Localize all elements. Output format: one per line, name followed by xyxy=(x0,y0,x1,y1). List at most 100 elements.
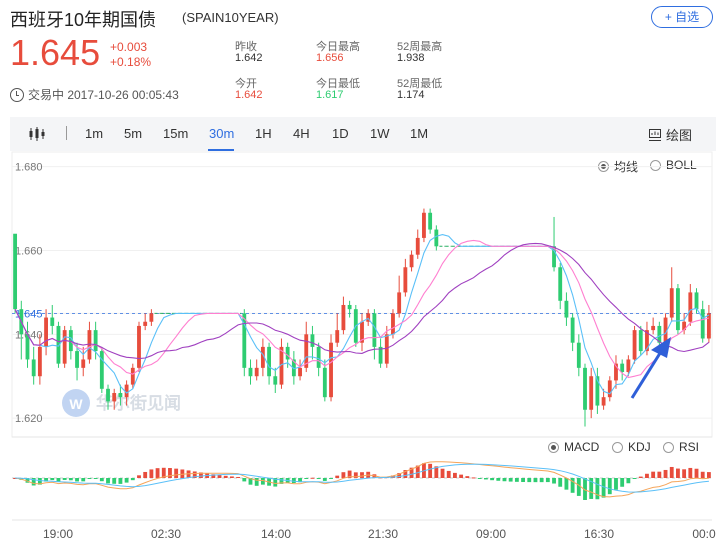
radio-off-icon xyxy=(650,159,661,171)
candle-body xyxy=(694,292,699,310)
macd-bar xyxy=(93,478,98,479)
tab-4h[interactable]: 4H xyxy=(293,126,310,141)
macd-bar xyxy=(490,478,495,481)
macd-bar xyxy=(453,472,457,478)
macd-bar xyxy=(137,475,141,478)
tab-1mo[interactable]: 1M xyxy=(410,126,429,141)
indicator-boll-option[interactable]: BOLL xyxy=(650,158,697,172)
candle-body xyxy=(589,376,594,410)
instrument-code: (SPAIN10YEAR) xyxy=(182,10,279,25)
radio-off-icon xyxy=(612,441,623,453)
stat-label: 今日最高 xyxy=(316,41,360,53)
macd-bar xyxy=(56,478,61,482)
macd-bar xyxy=(521,478,525,483)
macd-bar xyxy=(657,471,662,478)
active-tab-indicator xyxy=(208,149,234,151)
stat-label: 52周最低 xyxy=(397,78,443,90)
tab-1w[interactable]: 1W xyxy=(370,126,390,141)
drawing-board-icon xyxy=(649,128,661,141)
macd-bar xyxy=(471,477,476,479)
candle-body xyxy=(415,237,420,255)
candlestick-icon[interactable] xyxy=(28,126,46,142)
y-tick-label: 1.660 xyxy=(15,245,43,257)
candle-body xyxy=(614,363,618,381)
macd-bar xyxy=(217,475,222,478)
candle-body xyxy=(267,346,271,377)
candle-body xyxy=(242,313,247,368)
candle-body xyxy=(403,267,408,293)
candle-body xyxy=(607,380,612,398)
candle-body xyxy=(700,309,705,339)
macd-bar xyxy=(279,478,284,484)
x-tick-label: 16:30 xyxy=(584,527,614,541)
candle-body xyxy=(87,330,92,360)
tab-1h[interactable]: 1H xyxy=(255,126,272,141)
candle-body xyxy=(378,346,383,364)
clock-icon xyxy=(10,87,24,102)
x-tick-label: 14:00 xyxy=(261,527,291,541)
indicator-macd-label: MACD xyxy=(564,440,600,454)
macd-bar xyxy=(477,478,482,479)
add-watchlist-button[interactable]: + 自选 xyxy=(651,6,713,28)
x-axis-labels: 19:00 02:30 14:00 21:30 09:00 16:30 00:0 xyxy=(43,527,716,541)
indicator-rsi-option[interactable]: RSI xyxy=(663,440,699,454)
macd-bar xyxy=(44,478,48,482)
ma-mid-line xyxy=(14,239,710,379)
candle-body xyxy=(688,292,693,322)
candle-body xyxy=(347,304,352,310)
candle-body xyxy=(620,363,625,373)
candle-body xyxy=(663,317,668,343)
macd-bar xyxy=(483,478,488,480)
trading-status-text: 交易中 2017-10-26 00:05:43 xyxy=(28,88,179,102)
candle-body xyxy=(62,330,67,364)
draw-button[interactable]: 绘图 xyxy=(648,125,692,144)
draw-button-label: 绘图 xyxy=(666,128,693,143)
macd-bar xyxy=(397,473,402,478)
macd-bar xyxy=(428,463,433,478)
candle-body xyxy=(595,376,600,406)
tab-1d[interactable]: 1D xyxy=(332,126,349,141)
chart-grid xyxy=(11,151,713,521)
tab-5m[interactable]: 5m xyxy=(124,126,143,141)
macd-bar xyxy=(199,472,203,478)
tab-30m[interactable]: 30m xyxy=(209,126,235,141)
toolbar-divider xyxy=(66,126,67,140)
candle-body xyxy=(44,317,48,347)
macd-bar xyxy=(180,469,185,478)
candle-body xyxy=(25,334,30,360)
candle-body xyxy=(254,367,259,377)
indicator-boll-label: BOLL xyxy=(666,158,697,172)
current-price: 1.645 xyxy=(10,32,101,73)
macd-bar xyxy=(229,476,234,478)
macd-bar xyxy=(155,468,160,478)
chart-toolbar xyxy=(10,117,716,151)
candle-body xyxy=(31,359,36,377)
macd-bar xyxy=(558,478,563,487)
macd-bar xyxy=(335,475,340,478)
candle-body xyxy=(37,346,42,377)
candle-body xyxy=(706,313,711,339)
macd-dif-line xyxy=(15,461,709,498)
indicator-kdj-option[interactable]: KDJ xyxy=(612,440,651,454)
macd-bar xyxy=(527,478,532,483)
macd-bar xyxy=(316,478,321,479)
watermark-logo-letter: W xyxy=(69,396,83,412)
candle-body xyxy=(285,346,290,360)
macd-bar xyxy=(31,478,36,486)
x-tick-label: 21:30 xyxy=(368,527,398,541)
macd-pane xyxy=(12,461,712,500)
x-tick-label: 00:0 xyxy=(692,527,716,541)
stat-label: 今日最低 xyxy=(316,78,360,90)
candle-body xyxy=(106,388,110,402)
candle-body xyxy=(99,351,104,389)
macd-bar xyxy=(620,478,625,487)
tab-15m[interactable]: 15m xyxy=(163,126,189,141)
stat-label: 52周最高 xyxy=(397,41,443,53)
stat-value: 1.617 xyxy=(316,89,344,101)
macd-bar xyxy=(589,478,594,499)
indicator-macd-option[interactable]: MACD xyxy=(548,440,599,454)
macd-bar xyxy=(236,476,241,478)
candle-body xyxy=(298,367,302,377)
tab-1m[interactable]: 1m xyxy=(85,126,104,141)
